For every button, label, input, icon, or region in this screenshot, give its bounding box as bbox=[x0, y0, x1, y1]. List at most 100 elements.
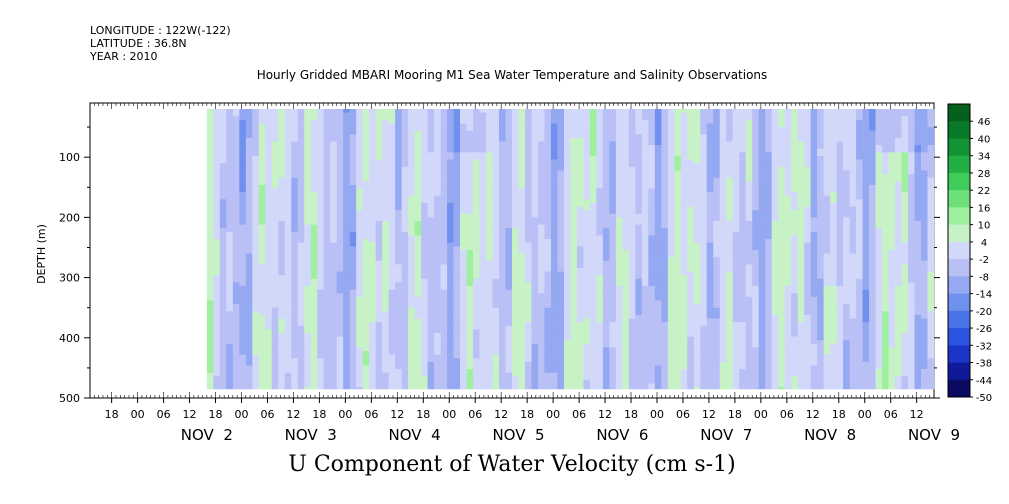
heatmap-cell bbox=[291, 109, 299, 113]
heatmap-cell bbox=[544, 119, 552, 124]
heatmap-cell bbox=[291, 369, 299, 374]
heatmap-cell bbox=[271, 249, 279, 254]
heatmap-cell bbox=[440, 206, 448, 211]
heatmap-cell bbox=[479, 217, 487, 222]
heatmap-cell bbox=[304, 239, 312, 243]
heatmap-cell bbox=[395, 109, 402, 113]
heatmap-cell bbox=[499, 365, 506, 370]
heatmap-cell bbox=[213, 365, 221, 370]
heatmap-cell bbox=[466, 300, 474, 305]
heatmap-cell bbox=[369, 351, 376, 355]
heatmap-cell bbox=[271, 278, 279, 283]
heatmap-cell bbox=[421, 354, 428, 359]
heatmap-cell bbox=[486, 210, 493, 215]
heatmap-cell bbox=[466, 137, 474, 142]
heatmap-cell bbox=[213, 112, 221, 117]
heatmap-cell bbox=[589, 264, 597, 269]
heatmap-cell bbox=[252, 166, 260, 171]
heatmap-cell bbox=[518, 383, 526, 388]
heatmap-cell bbox=[563, 379, 571, 384]
heatmap-cell bbox=[583, 318, 591, 323]
heatmap-cell bbox=[602, 159, 610, 164]
heatmap-cell bbox=[609, 123, 617, 128]
heatmap-cell bbox=[239, 275, 247, 280]
heatmap-cell bbox=[537, 127, 545, 131]
heatmap-cell bbox=[466, 170, 474, 175]
heatmap-cell bbox=[258, 155, 266, 160]
heatmap-cell bbox=[323, 195, 331, 200]
heatmap-cell bbox=[388, 351, 396, 355]
heatmap-cell bbox=[375, 239, 383, 243]
heatmap-cell bbox=[284, 246, 292, 251]
heatmap-cell bbox=[206, 134, 214, 139]
heatmap-cell bbox=[583, 231, 591, 236]
heatmap-cell bbox=[466, 304, 474, 308]
heatmap-cell bbox=[323, 221, 331, 225]
heatmap-cell bbox=[440, 163, 448, 168]
heatmap-cell bbox=[466, 347, 474, 352]
heatmap-cell bbox=[414, 249, 422, 254]
heatmap-cell bbox=[537, 145, 545, 150]
heatmap-cell bbox=[609, 347, 617, 352]
heatmap-cell bbox=[427, 221, 435, 225]
heatmap-cell bbox=[382, 202, 389, 207]
heatmap-cell bbox=[206, 163, 214, 168]
heatmap-cell bbox=[356, 213, 363, 218]
heatmap-cell bbox=[518, 275, 526, 280]
heatmap-cell bbox=[421, 192, 428, 197]
heatmap-cell bbox=[609, 300, 617, 305]
heatmap-cell bbox=[271, 242, 279, 247]
heatmap-cell bbox=[226, 376, 234, 381]
heatmap-cell bbox=[544, 314, 552, 319]
heatmap-cell bbox=[460, 354, 467, 359]
heatmap-cell bbox=[265, 257, 273, 262]
heatmap-cell bbox=[395, 354, 402, 359]
heatmap-cell bbox=[589, 311, 597, 316]
heatmap-cell bbox=[570, 166, 578, 171]
heatmap-cell bbox=[421, 141, 428, 146]
heatmap-cell bbox=[317, 351, 325, 355]
heatmap-cell bbox=[297, 354, 305, 359]
heatmap-cell bbox=[219, 235, 227, 240]
heatmap-cell bbox=[583, 278, 591, 283]
heatmap-cell bbox=[499, 358, 506, 363]
heatmap-cell bbox=[375, 224, 383, 229]
heatmap-cell bbox=[258, 228, 266, 233]
heatmap-cell bbox=[297, 293, 305, 298]
heatmap-cell bbox=[615, 361, 623, 366]
heatmap-cell bbox=[375, 278, 383, 283]
heatmap-cell bbox=[609, 282, 617, 287]
heatmap-cell bbox=[336, 174, 344, 178]
heatmap-cell bbox=[310, 195, 318, 200]
heatmap-cell bbox=[583, 372, 591, 377]
heatmap-cell bbox=[219, 358, 227, 363]
heatmap-cell bbox=[388, 329, 396, 334]
heatmap-cell bbox=[401, 286, 409, 290]
heatmap-cell bbox=[602, 137, 610, 142]
heatmap-cell bbox=[343, 257, 350, 262]
heatmap-cell bbox=[537, 271, 545, 276]
heatmap-cell bbox=[271, 152, 279, 157]
heatmap-cell bbox=[512, 166, 519, 171]
heatmap-cell bbox=[310, 217, 318, 222]
heatmap-cell bbox=[232, 379, 240, 384]
heatmap-cell bbox=[557, 177, 565, 182]
heatmap-cell bbox=[518, 314, 526, 319]
heatmap-cell bbox=[304, 184, 312, 189]
heatmap-cell bbox=[219, 123, 227, 128]
heatmap-cell bbox=[369, 174, 376, 178]
heatmap-cell bbox=[427, 210, 435, 215]
heatmap-cell bbox=[505, 184, 513, 189]
heatmap-cell bbox=[356, 109, 363, 113]
heatmap-cell bbox=[524, 145, 532, 150]
heatmap-cell bbox=[356, 271, 363, 276]
heatmap-cell bbox=[414, 137, 422, 142]
heatmap-cell bbox=[576, 278, 584, 283]
heatmap-cell bbox=[505, 347, 513, 352]
heatmap-cell bbox=[492, 311, 500, 316]
heatmap-cell bbox=[343, 163, 350, 168]
heatmap-cell bbox=[297, 264, 305, 269]
heatmap-cell bbox=[434, 264, 441, 269]
heatmap-cell bbox=[499, 163, 506, 168]
heatmap-cell bbox=[453, 134, 461, 139]
